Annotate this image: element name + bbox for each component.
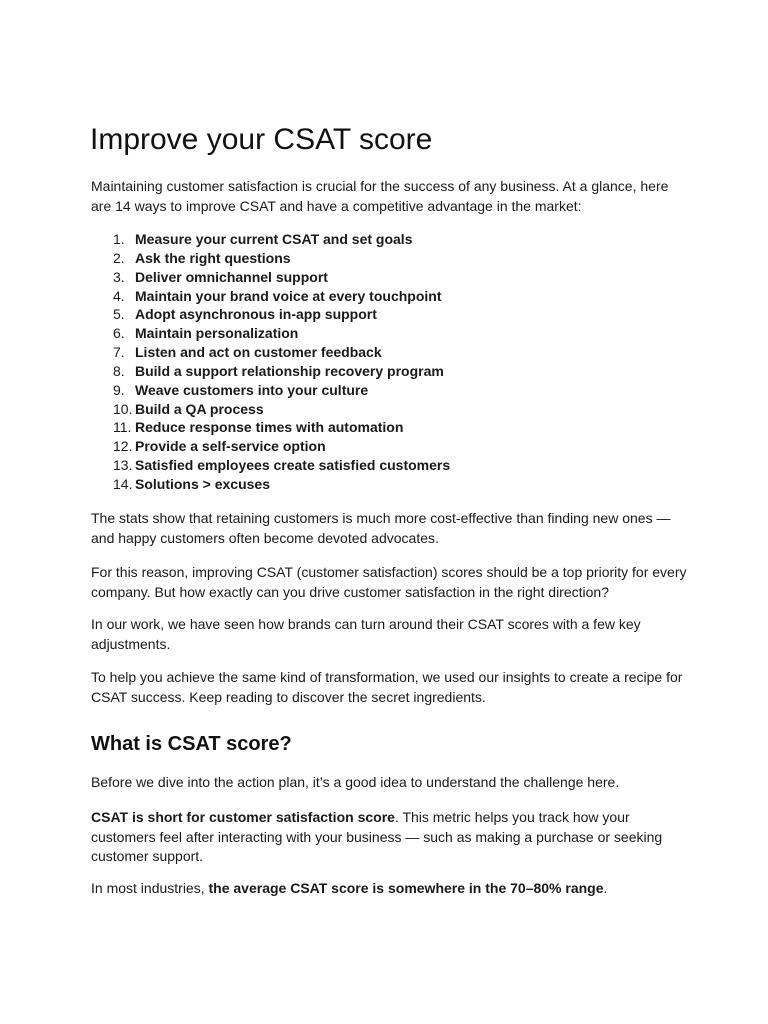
list-item: 13. Satisfied employees create satisfied … xyxy=(113,457,451,474)
body-paragraph: In most industries, the average CSAT sco… xyxy=(91,880,608,896)
section-heading: What is CSAT score? xyxy=(91,733,292,755)
page-title: Improve your CSAT score xyxy=(90,123,433,156)
bold-definition: CSAT is short for customer satisfaction … xyxy=(91,809,395,825)
body-paragraph: In our work, we have seen how brands can… xyxy=(91,616,641,652)
body-paragraph: To help you achieve the same kind of tra… xyxy=(91,669,683,705)
list-item: 7. Listen and act on customer feedback xyxy=(113,344,382,361)
ways-list: 1. Measure your current CSAT and set goal… xyxy=(91,230,450,494)
list-item: 1. Measure your current CSAT and set goal… xyxy=(113,231,413,247)
body-paragraph: For this reason, improving CSAT (custome… xyxy=(91,564,687,600)
list-item: 11. Reduce response times with automation xyxy=(113,419,404,436)
list-item: 6. Maintain personalization xyxy=(113,325,299,342)
list-item: 9. Weave customers into your culture xyxy=(113,381,369,398)
list-item: 14. Solutions > excuses xyxy=(113,475,270,492)
list-item: 12. Provide a self-service option xyxy=(113,438,326,455)
list-item: 10. Build a QA process xyxy=(113,400,264,417)
body-paragraph: Before we dive into the action plan, it’… xyxy=(91,774,620,790)
list-item: 3. Deliver omnichannel support xyxy=(113,268,328,285)
body-paragraph: The stats show that retaining customers … xyxy=(91,510,671,546)
list-item: 2. Ask the right questions xyxy=(113,249,291,266)
bold-average: the average CSAT score is somewhere in t… xyxy=(208,880,604,896)
list-item: 4. Maintain your brand voice at every tou… xyxy=(113,287,442,304)
list-item: 8. Build a support relationship recovery … xyxy=(113,362,444,379)
intro-paragraph: Maintaining customer satisfaction is cru… xyxy=(91,178,669,214)
list-item: 5. Adopt asynchronous in-app support xyxy=(113,306,377,323)
body-paragraph: CSAT is short for customer satisfaction … xyxy=(91,809,663,864)
